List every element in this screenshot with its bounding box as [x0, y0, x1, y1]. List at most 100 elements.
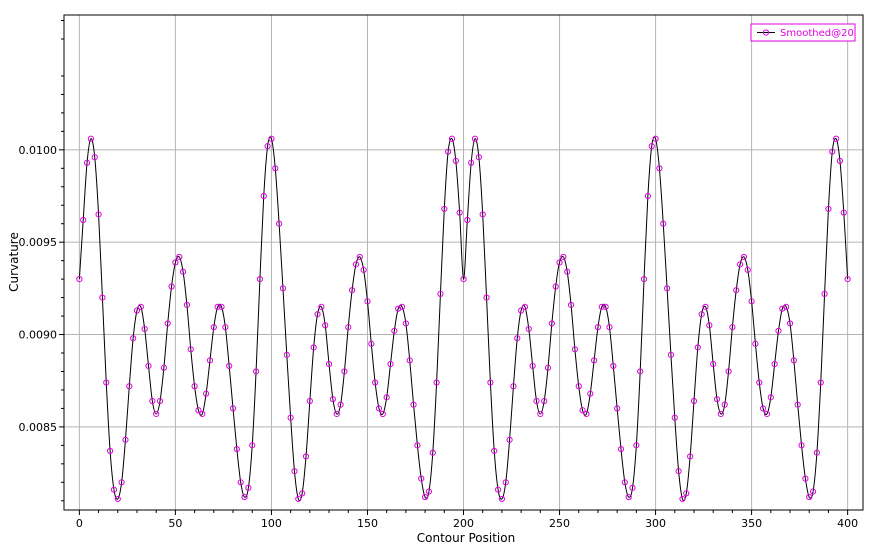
data-point-marker: [398, 303, 406, 310]
data-point-marker: [767, 394, 774, 401]
data-point-marker: [410, 401, 417, 408]
data-point-marker: [587, 390, 594, 397]
data-point-marker: [614, 405, 621, 412]
data-point-marker: [130, 335, 137, 342]
data-point-marker: [713, 396, 721, 403]
y-axis-label: Curvature: [7, 232, 21, 292]
data-point-marker: [529, 362, 536, 370]
data-point-marker: [567, 301, 575, 309]
data-point-marker: [667, 351, 675, 358]
data-point-marker: [756, 379, 763, 386]
data-point-marker: [418, 475, 425, 482]
data-point-marker: [771, 360, 778, 368]
data-point-marker: [283, 351, 290, 358]
data-point-marker: [118, 479, 125, 486]
data-point-marker: [210, 324, 217, 331]
data-point-marker: [179, 268, 187, 275]
data-point-marker: [352, 261, 360, 268]
data-point-marker: [591, 357, 598, 364]
data-point-marker: [149, 397, 156, 405]
data-point-marker: [337, 401, 344, 408]
y-tick-label: 0.0100: [19, 144, 58, 157]
data-point-marker: [483, 294, 490, 301]
data-point-marker: [87, 135, 94, 142]
data-point-marker: [252, 368, 260, 375]
data-point-marker: [571, 346, 579, 353]
data-point-marker: [107, 447, 114, 454]
legend-entry-label: Smoothed@20: [780, 28, 854, 39]
data-point-marker: [110, 486, 118, 493]
data-point-marker: [579, 407, 586, 414]
data-point-marker: [448, 135, 456, 142]
data-point-marker: [783, 303, 790, 310]
data-point-marker: [794, 401, 801, 408]
x-tick-label: 300: [645, 517, 666, 530]
data-point-marker: [122, 436, 129, 443]
data-point-marker: [502, 479, 509, 486]
data-point-marker: [226, 362, 233, 370]
data-point-marker: [160, 364, 167, 371]
data-point-marker: [717, 410, 724, 418]
data-point-marker: [299, 490, 306, 497]
data-point-marker: [594, 324, 602, 331]
data-point-marker: [525, 325, 532, 333]
data-point-marker: [260, 192, 267, 200]
data-point-marker: [329, 396, 336, 403]
data-point-marker: [690, 397, 698, 405]
data-point-marker: [725, 368, 732, 375]
x-tick-label: 250: [549, 517, 570, 530]
data-point-marker: [763, 410, 771, 418]
data-point-marker: [437, 290, 444, 297]
data-point-marker: [268, 135, 275, 142]
y-tick-label: 0.0095: [19, 236, 58, 249]
data-point-marker: [471, 135, 479, 142]
data-point-marker: [276, 220, 283, 227]
data-point-marker: [80, 216, 87, 224]
data-point-marker: [372, 379, 379, 386]
legend-marker-swatch: [762, 29, 770, 36]
data-point-marker: [256, 276, 264, 283]
data-point-marker: [836, 157, 844, 165]
data-point-marker: [475, 154, 482, 161]
data-point-marker: [414, 442, 421, 449]
data-point-marker: [740, 253, 748, 261]
data-point-marker: [683, 490, 690, 497]
data-point-marker: [203, 390, 210, 397]
data-point-marker: [610, 362, 617, 370]
data-point-marker: [556, 259, 563, 266]
data-point-marker: [775, 327, 782, 334]
data-point-marker: [617, 445, 625, 453]
data-point-marker: [733, 287, 740, 294]
data-point-marker: [514, 335, 521, 342]
data-point-marker: [510, 383, 517, 390]
data-point-marker: [345, 324, 352, 331]
data-point-marker: [272, 165, 279, 172]
data-point-marker: [790, 357, 797, 364]
data-point-marker: [729, 324, 736, 331]
data-point-marker: [264, 143, 271, 150]
data-point-marker: [287, 414, 294, 421]
y-tick-label: 0.0085: [19, 421, 58, 434]
data-point-marker: [825, 205, 832, 213]
data-point-marker: [187, 346, 194, 353]
data-point-marker: [445, 148, 452, 155]
data-point-marker: [229, 405, 237, 412]
data-point-marker: [291, 468, 298, 475]
data-point-marker: [172, 259, 179, 266]
data-point-marker: [168, 283, 175, 290]
data-point-marker: [625, 493, 632, 501]
data-point-marker: [663, 285, 671, 292]
data-point-marker: [233, 445, 240, 453]
data-point-marker: [644, 192, 651, 200]
data-point-marker: [183, 301, 191, 309]
data-point-marker: [314, 311, 321, 318]
data-point-marker: [164, 320, 171, 327]
data-point-marker: [702, 303, 709, 310]
data-point-marker: [802, 475, 809, 482]
data-point-marker: [153, 410, 160, 418]
data-point-marker: [640, 276, 648, 283]
data-point-marker: [548, 320, 555, 327]
data-point-marker: [840, 209, 847, 216]
data-point-marker: [736, 261, 744, 268]
